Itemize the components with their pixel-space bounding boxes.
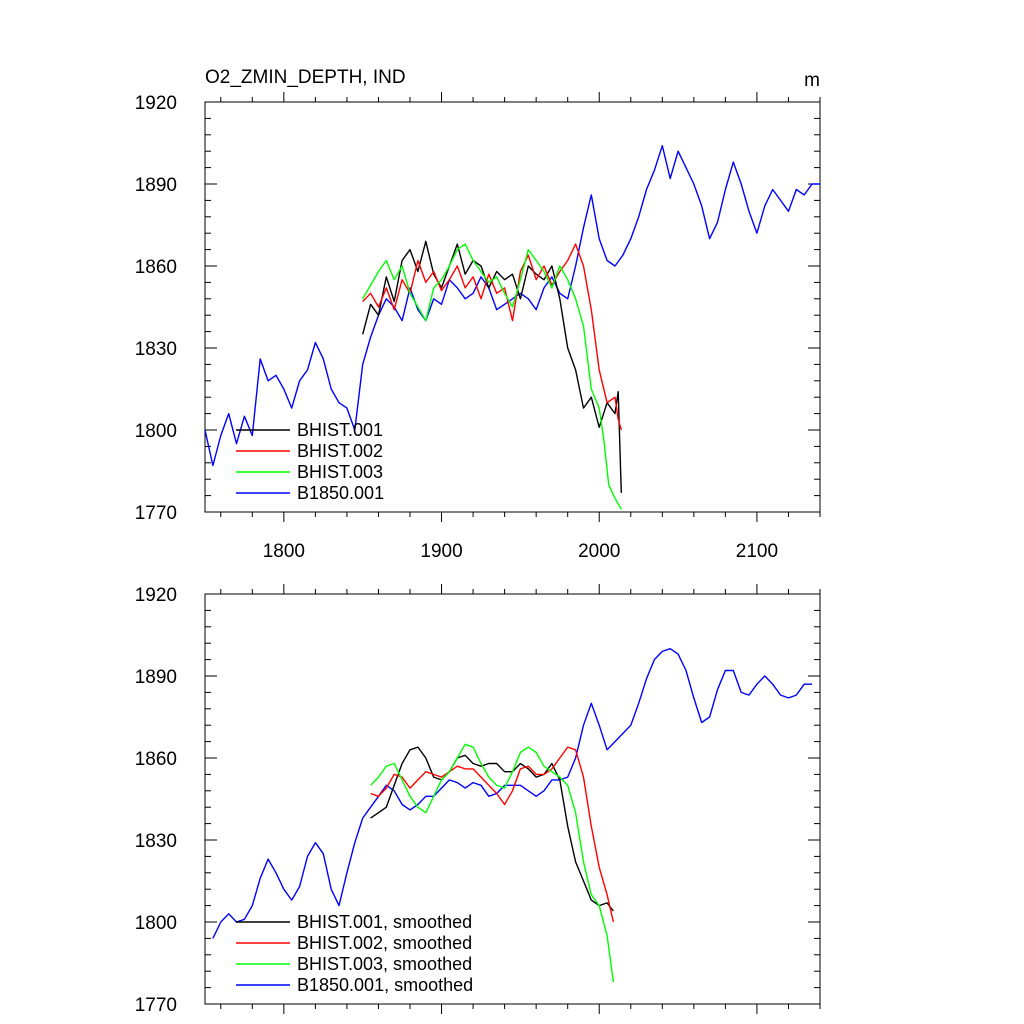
y-tick-label: 1830	[135, 831, 177, 852]
figure-title: O2_ZMIN_DEPTH, IND	[205, 67, 406, 88]
legend-label: BHIST.002	[297, 441, 383, 461]
plot-frame	[204, 101, 821, 513]
series-line-bhist-003	[362, 243, 622, 510]
series-line-b1850-001	[205, 144, 820, 467]
legend-label: B1850.001	[297, 483, 384, 503]
x-tick-label: 2100	[736, 541, 778, 562]
x-tick-label: 2000	[578, 541, 620, 562]
legend-label: BHIST.001, smoothed	[297, 912, 472, 932]
y-tick-label: 1860	[135, 749, 177, 770]
series-line-bhist-001	[362, 240, 622, 493]
legend-label: BHIST.002, smoothed	[297, 933, 472, 953]
y-tick-label: 1830	[135, 339, 177, 360]
y-tick-label: 1920	[135, 93, 177, 114]
bottom-panel: 1770 1800 1830 1860 1890 1920 BHIST.001, smoot…	[135, 584, 821, 1016]
legend-label: B1850.001, smoothed	[297, 975, 473, 995]
x-tick-label: 1800	[263, 541, 305, 562]
units-label: m	[804, 70, 820, 91]
y-tick-label: 1770	[135, 503, 177, 524]
legend-label: BHIST.001	[297, 420, 383, 440]
plot-frame	[204, 593, 821, 1005]
legend-label: BHIST.003	[297, 462, 383, 482]
y-tick-label: 1770	[135, 995, 177, 1016]
series-line-bhist-002	[362, 243, 622, 431]
legend-label: BHIST.003, smoothed	[297, 954, 472, 974]
y-tick-label: 1920	[135, 585, 177, 606]
x-tick-label: 1900	[420, 541, 462, 562]
series-line-bhist-002-smoothed	[370, 746, 615, 923]
series-line-b1850-001-smoothed	[212, 648, 813, 939]
y-tick-label: 1800	[135, 913, 177, 934]
series-line-bhist-003-smoothed	[370, 743, 615, 983]
y-tick-label: 1800	[135, 421, 177, 442]
series-line-bhist-001-smoothed	[370, 746, 614, 912]
y-tick-label: 1890	[135, 175, 177, 196]
y-tick-label: 1890	[135, 667, 177, 688]
top-panel: 1770 1800 1830 1860 1890 1920 1800 1900 2000 2100…	[135, 92, 821, 562]
y-tick-label: 1860	[135, 257, 177, 278]
